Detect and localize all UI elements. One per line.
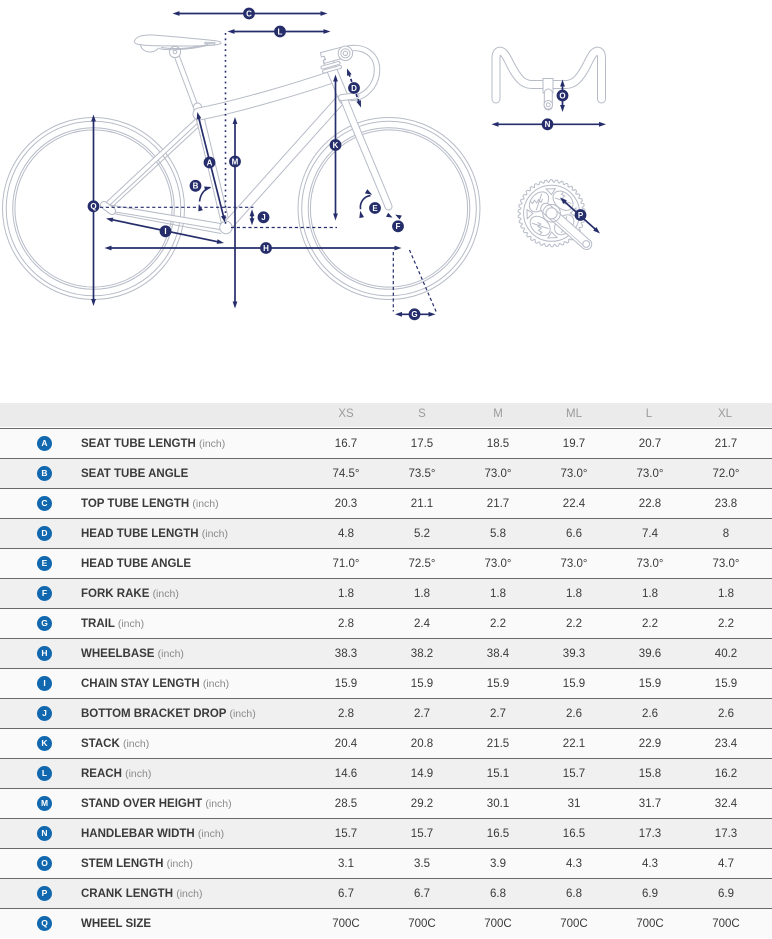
svg-text:N: N xyxy=(545,120,551,129)
svg-text:M: M xyxy=(232,157,239,166)
svg-text:F: F xyxy=(396,222,401,231)
svg-text:O: O xyxy=(559,91,565,100)
svg-text:Q: Q xyxy=(90,202,96,211)
svg-text:K: K xyxy=(333,141,339,150)
svg-text:G: G xyxy=(411,310,417,319)
svg-text:J: J xyxy=(261,213,265,222)
svg-text:L: L xyxy=(278,27,283,36)
svg-text:D: D xyxy=(351,84,357,93)
svg-text:H: H xyxy=(263,244,269,253)
svg-text:E: E xyxy=(372,204,378,213)
svg-text:I: I xyxy=(164,227,166,236)
svg-text:A: A xyxy=(207,158,213,167)
svg-text:B: B xyxy=(193,182,199,191)
svg-text:P: P xyxy=(578,211,584,220)
svg-text:C: C xyxy=(246,9,252,18)
